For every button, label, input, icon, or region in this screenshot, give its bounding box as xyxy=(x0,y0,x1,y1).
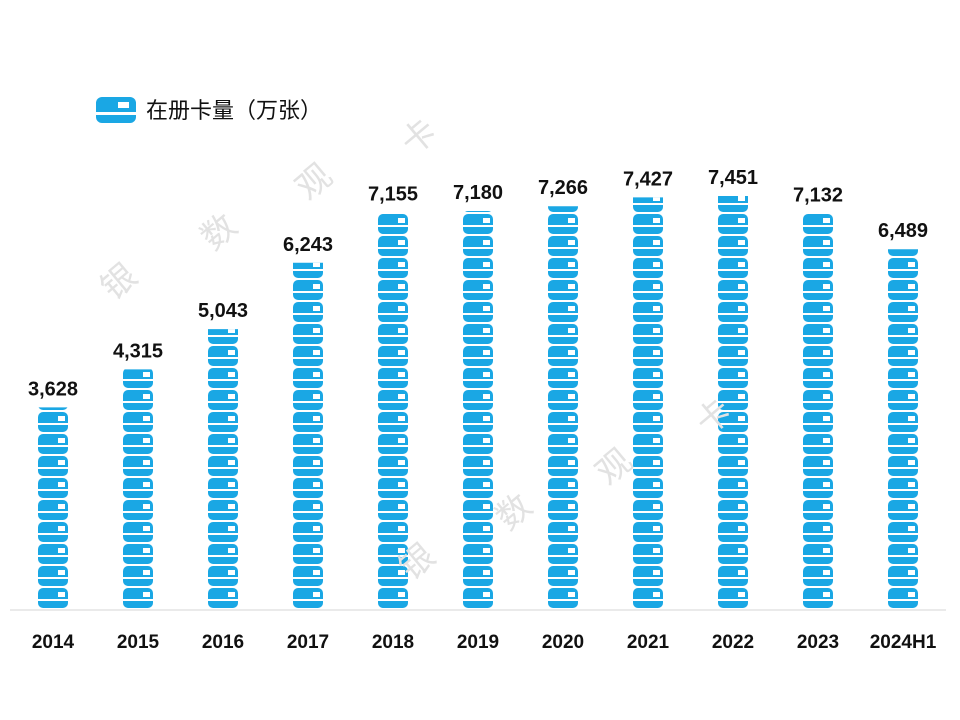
bar-value-label: 7,155 xyxy=(368,183,418,205)
x-tick-label: 2016 xyxy=(202,632,244,653)
legend: 在册卡量（万张） xyxy=(96,97,322,124)
x-tick-label: 2020 xyxy=(542,632,584,653)
bar-value-label: 7,451 xyxy=(708,167,758,189)
bar xyxy=(123,369,153,608)
bar-value-label: 5,043 xyxy=(198,300,248,322)
bars xyxy=(38,196,918,608)
bar-value-label: 7,266 xyxy=(538,177,588,199)
bar-value-label: 7,427 xyxy=(623,168,673,190)
x-axis-tick-labels: 2014 2015 2016 2017 2018 2019 2020 2021 2022 2023… xyxy=(32,632,937,653)
x-tick-label: 2015 xyxy=(117,632,160,653)
x-tick-label: 2021 xyxy=(627,632,670,653)
bar xyxy=(803,214,833,608)
x-tick-label: 2023 xyxy=(797,632,839,653)
bar-value-label: 7,180 xyxy=(453,182,503,204)
bar-value-label: 6,489 xyxy=(878,220,928,242)
bar xyxy=(633,197,663,608)
x-tick-label: 2018 xyxy=(372,632,414,653)
legend-label: 在册卡量（万张） xyxy=(146,99,322,124)
x-tick-label: 2024H1 xyxy=(870,632,937,653)
bar xyxy=(718,196,748,608)
bar xyxy=(38,407,68,608)
bar-value-label: 7,132 xyxy=(793,185,843,207)
bar-value-label: 4,315 xyxy=(113,340,163,362)
bank-card-icon xyxy=(96,97,136,123)
bar xyxy=(888,249,918,608)
bar xyxy=(208,329,238,608)
bar xyxy=(548,206,578,608)
x-tick-label: 2019 xyxy=(457,632,499,653)
x-tick-label: 2017 xyxy=(287,632,329,653)
bar-value-label: 3,628 xyxy=(28,378,78,400)
x-tick-label: 2014 xyxy=(32,632,75,653)
x-tick-label: 2022 xyxy=(712,632,754,653)
bar xyxy=(293,262,323,608)
bar xyxy=(463,210,493,608)
bar-value-label: 6,243 xyxy=(283,234,333,256)
bar xyxy=(378,214,408,608)
value-labels: 3,628 4,315 5,043 6,243 7,155 7,180 7,266 7,427… xyxy=(28,167,928,400)
